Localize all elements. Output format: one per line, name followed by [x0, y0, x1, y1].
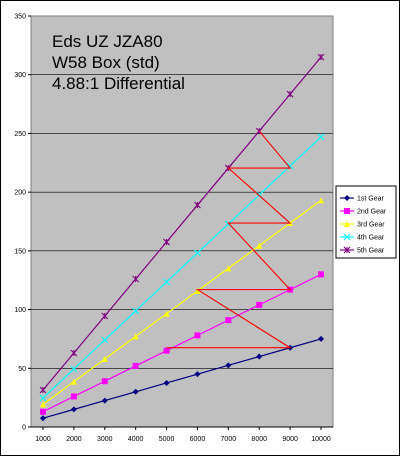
data-point-x — [39, 394, 47, 402]
series-line — [42, 338, 322, 419]
data-point-diamond — [163, 379, 170, 386]
title-line-2: W58 Box (std) — [52, 53, 160, 72]
series-gear-2 — [40, 271, 324, 415]
data-point-square — [256, 301, 263, 308]
data-point-square — [225, 317, 232, 324]
y-tick-label: 200 — [14, 190, 26, 197]
x-tick-label: 4000 — [128, 436, 144, 443]
title-line-3: 4.88:1 Differential — [52, 74, 185, 93]
data-point-triangle — [318, 197, 324, 204]
data-point-square — [344, 208, 350, 214]
x-tick-label: 6000 — [190, 436, 206, 443]
data-point-diamond — [70, 406, 77, 413]
legend-item: 5th Gear — [340, 246, 385, 255]
data-point-star — [317, 53, 325, 61]
data-point-diamond — [225, 362, 232, 369]
series-gear-4 — [39, 133, 325, 402]
legend-item: 2nd Gear — [340, 208, 387, 216]
title-line-1: Eds UZ JZA80 — [52, 32, 163, 51]
data-point-diamond — [256, 353, 263, 360]
legend-label: 5th Gear — [357, 248, 385, 255]
data-point-star — [101, 312, 109, 320]
legend-item: 4th Gear — [340, 233, 385, 242]
legend-label: 1st Gear — [357, 196, 385, 203]
data-point-diamond — [318, 335, 324, 342]
x-axis: 1000 2000 3000 4000 5000 6000 7000 8000 9000 1000… — [31, 426, 333, 443]
series-group — [39, 53, 325, 422]
series-line — [42, 136, 322, 399]
data-point-square — [194, 332, 201, 339]
legend-item: 1st Gear — [340, 195, 385, 203]
y-tick-label: 100 — [14, 307, 26, 314]
legend-item: 3rd Gear — [340, 221, 385, 229]
data-point-square — [132, 362, 139, 369]
data-point-x — [343, 233, 351, 241]
data-point-star — [132, 275, 140, 283]
data-point-x — [194, 249, 201, 257]
data-point-star — [194, 201, 201, 209]
data-point-star — [39, 386, 47, 394]
data-point-square — [70, 393, 77, 400]
data-point-x — [101, 336, 109, 344]
gridlines — [31, 74, 333, 369]
data-point-triangle — [70, 378, 77, 385]
data-point-star — [70, 349, 78, 357]
series-line — [42, 273, 322, 413]
chart-title: Eds UZ JZA80 W58 Box (std) 4.88:1 Differ… — [52, 32, 185, 93]
data-point-square — [163, 347, 170, 354]
data-point-diamond — [101, 397, 108, 404]
shift-path — [166, 130, 293, 349]
data-point-triangle — [225, 265, 232, 272]
data-point-triangle — [344, 221, 350, 227]
legend: 1st Gear 2nd Gear 3rd Gear 4th Gear 5th Gear — [335, 185, 397, 259]
data-point-x — [132, 307, 140, 315]
data-point-triangle — [132, 333, 139, 340]
data-point-star — [163, 238, 170, 246]
data-point-star — [286, 90, 294, 98]
data-point-square — [101, 378, 108, 385]
x-tick-label: 8000 — [251, 436, 267, 443]
y-tick-label: 150 — [14, 248, 26, 255]
x-tick-label: 2000 — [66, 436, 82, 443]
series-gear-1 — [40, 335, 324, 422]
y-tick-label: 250 — [14, 131, 26, 138]
data-point-star — [343, 246, 351, 254]
x-tick-label: 1000 — [35, 436, 51, 443]
data-point-x — [70, 365, 78, 373]
data-point-triangle — [194, 288, 201, 295]
data-point-diamond — [132, 388, 139, 395]
x-tick-label: 10000 — [311, 436, 331, 443]
y-tick-label: 50 — [18, 366, 26, 373]
x-tick-label: 5000 — [159, 436, 175, 443]
legend-label: 4th Gear — [357, 235, 385, 242]
data-point-square — [318, 271, 324, 278]
y-axis: 0 50 100 150 200 250 300 350 — [14, 14, 31, 432]
y-tick-label: 300 — [14, 72, 26, 79]
data-point-x — [163, 278, 170, 286]
data-point-square — [40, 408, 46, 415]
data-point-diamond — [194, 371, 201, 378]
legend-label: 3rd Gear — [357, 222, 385, 229]
series-gear-5 — [39, 53, 325, 394]
series-line — [42, 56, 322, 391]
x-tick-label: 7000 — [221, 436, 237, 443]
data-point-triangle — [163, 310, 170, 317]
data-point-triangle — [40, 401, 46, 408]
series-line — [42, 199, 322, 405]
data-point-triangle — [101, 356, 108, 363]
data-point-diamond — [344, 195, 350, 201]
x-tick-label: 9000 — [282, 436, 298, 443]
legend-label: 2nd Gear — [357, 209, 387, 216]
x-tick-label: 3000 — [97, 436, 113, 443]
data-point-triangle — [256, 242, 263, 249]
data-point-x — [317, 133, 325, 141]
y-tick-label: 0 — [22, 425, 26, 432]
plot-area — [30, 15, 334, 428]
y-tick-label: 350 — [14, 14, 26, 21]
data-point-diamond — [40, 415, 46, 422]
shift-lines — [166, 130, 293, 349]
